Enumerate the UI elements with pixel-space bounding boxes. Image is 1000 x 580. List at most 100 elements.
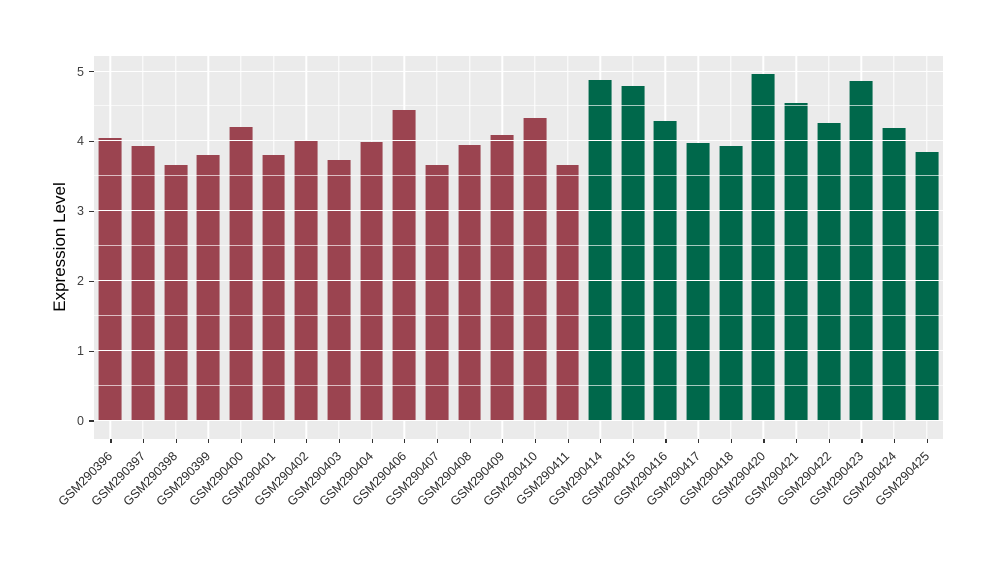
bar-GSM290422 xyxy=(817,123,841,421)
bar-GSM290421 xyxy=(784,103,808,421)
bar-GSM290406 xyxy=(392,109,416,421)
major-gridline xyxy=(94,350,943,352)
bar-GSM290414 xyxy=(588,79,612,421)
x-tick-mark xyxy=(828,439,830,443)
bar-GSM290424 xyxy=(882,128,906,421)
bar-column: GSM290406 xyxy=(350,56,421,509)
bar-GSM290400 xyxy=(229,126,253,421)
bar-column: GSM290421 xyxy=(742,56,813,509)
x-tick-mark xyxy=(404,439,406,443)
major-gridline xyxy=(94,70,943,72)
bar-GSM290404 xyxy=(360,142,384,421)
y-axis-title: Expression Level xyxy=(50,182,69,312)
bar-GSM290408 xyxy=(458,144,481,421)
minor-gridline xyxy=(94,245,943,247)
bar-column: GSM290425 xyxy=(872,56,943,509)
y-tick-mark xyxy=(89,280,94,282)
bar-column: GSM290400 xyxy=(186,56,258,509)
x-tick-mark xyxy=(567,439,569,443)
x-tick-mark xyxy=(208,439,210,443)
bar-column: GSM290423 xyxy=(807,56,878,509)
major-gridline xyxy=(94,140,943,142)
x-tick-mark xyxy=(371,439,373,443)
bar-column: GSM290402 xyxy=(252,56,323,509)
x-tick-mark xyxy=(436,439,439,443)
bar-GSM290409 xyxy=(490,135,514,421)
y-tick-label: 4 xyxy=(77,134,84,149)
bar-columns: GSM290396 GSM290397 GSM290398 GSM290399 GSM2… xyxy=(56,56,943,509)
bar-GSM290418 xyxy=(719,146,743,421)
major-gridline xyxy=(94,210,943,212)
bar-GSM290420 xyxy=(752,74,775,421)
major-gridline xyxy=(94,280,943,282)
bar-GSM290407 xyxy=(425,164,449,421)
bar-column: GSM290398 xyxy=(121,56,192,509)
bar-column: GSM290420 xyxy=(709,56,780,509)
x-tick-mark xyxy=(338,439,341,443)
x-tick-mark xyxy=(306,439,308,443)
y-tick-label: 0 xyxy=(77,414,84,428)
bar-column: GSM290422 xyxy=(774,56,845,509)
bar-column: GSM290410 xyxy=(480,56,552,509)
x-tick-mark xyxy=(502,439,504,443)
y-tick-mark xyxy=(89,140,94,142)
bar-GSM290410 xyxy=(523,118,547,421)
x-tick-mark xyxy=(469,439,471,443)
x-tick-mark xyxy=(142,439,145,443)
x-tick-mark xyxy=(240,439,243,443)
bar-column: GSM290399 xyxy=(154,56,225,509)
y-tick-mark xyxy=(89,210,94,212)
bar-GSM290397 xyxy=(131,145,155,421)
y-tick-label: 5 xyxy=(77,64,84,79)
bar-column: GSM290416 xyxy=(611,56,682,509)
bar-column: GSM290417 xyxy=(644,56,715,509)
major-gridline xyxy=(94,420,943,421)
minor-gridline xyxy=(94,175,943,177)
bar-GSM290399 xyxy=(196,154,220,421)
bar-column: GSM290411 xyxy=(514,56,584,508)
bar-GSM290423 xyxy=(849,80,873,421)
x-tick-mark xyxy=(861,439,863,443)
bar-GSM290411 xyxy=(556,164,579,421)
y-tick-mark xyxy=(89,350,94,352)
bar-column: GSM290396 xyxy=(56,56,127,509)
bar-column: GSM290414 xyxy=(546,56,617,509)
x-tick-mark xyxy=(698,439,700,443)
minor-gridline xyxy=(94,315,943,317)
bar-GSM290403 xyxy=(327,159,351,421)
bar-column: GSM290397 xyxy=(88,56,160,509)
bar-column: GSM290403 xyxy=(284,56,356,509)
x-tick-mark xyxy=(796,439,798,443)
bar-column: GSM290418 xyxy=(676,56,747,509)
x-tick-mark xyxy=(110,439,112,443)
bar-column: GSM290409 xyxy=(448,56,519,509)
x-tick-mark xyxy=(534,439,537,443)
y-tick-mark xyxy=(89,420,94,422)
minor-gridline xyxy=(94,105,943,107)
bar-GSM290415 xyxy=(621,85,645,421)
x-tick-mark xyxy=(926,439,928,443)
x-tick-mark xyxy=(632,439,635,443)
bar-column: GSM290401 xyxy=(219,56,290,509)
y-tick-mark xyxy=(89,70,94,73)
y-tick-label: 2 xyxy=(77,274,84,289)
x-tick-mark xyxy=(600,439,602,443)
x-tick-mark xyxy=(665,439,667,443)
bar-column: GSM290407 xyxy=(382,56,454,509)
x-tick-mark xyxy=(730,439,732,443)
bar-column: GSM290415 xyxy=(578,56,650,509)
bar-GSM290416 xyxy=(654,121,677,421)
y-tick-label: 1 xyxy=(77,344,84,359)
x-tick-mark xyxy=(175,439,177,443)
bar-column: GSM290408 xyxy=(415,56,486,509)
bar-column: GSM290424 xyxy=(839,56,911,509)
bar-GSM290398 xyxy=(164,165,188,421)
x-tick-mark xyxy=(273,439,275,443)
bar-column: GSM290404 xyxy=(317,56,388,509)
plot-panel: GSM290396 GSM290397 GSM290398 GSM290399 GSM2… xyxy=(56,56,943,509)
minor-gridline xyxy=(94,385,943,387)
bar-GSM290417 xyxy=(686,142,710,421)
y-tick-label: 3 xyxy=(77,204,84,219)
bar-GSM290425 xyxy=(915,151,939,421)
